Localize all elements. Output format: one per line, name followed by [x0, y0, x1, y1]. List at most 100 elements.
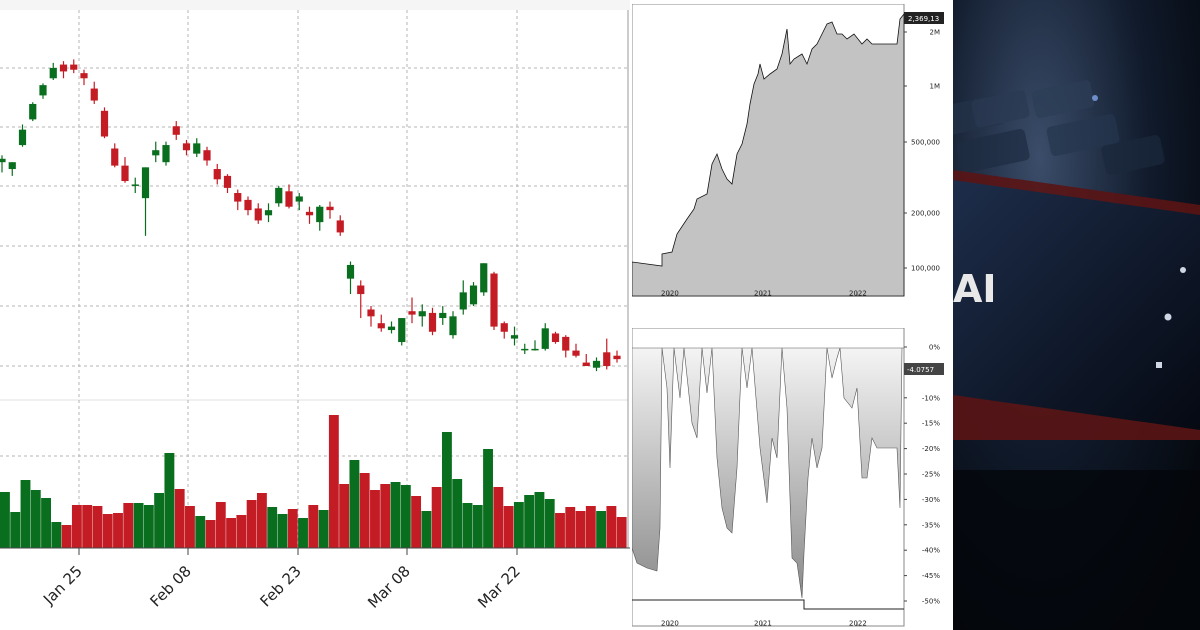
candle-body [18, 129, 27, 146]
equity-y-tick-label: 2M [930, 29, 941, 37]
candle-body [121, 165, 129, 182]
equity-last-value-box [904, 12, 944, 24]
candle-body [490, 273, 498, 327]
volume-bar [92, 506, 103, 548]
volume-bar [10, 512, 21, 548]
candle-body [223, 175, 232, 188]
candle-body [418, 311, 426, 317]
drawdown-y-tick-label: -45% [922, 572, 940, 580]
drawdown-y-tick-label: -15% [922, 420, 940, 428]
volume-bar [513, 502, 524, 548]
volume-bar [298, 518, 308, 548]
candle-body [162, 145, 170, 163]
drawdown-y-tick-label: -50% [922, 598, 940, 606]
candle-body [531, 348, 539, 351]
drawdown-y-tick-label: 0% [929, 344, 940, 352]
volume-bar [606, 506, 617, 548]
candle-body [459, 292, 467, 310]
volume-bar [349, 460, 360, 548]
candle-body [439, 312, 447, 319]
volume-bar [370, 490, 380, 548]
x-tick-label: Feb 08 [146, 562, 194, 610]
volume-bar [462, 503, 473, 548]
candle-body [295, 196, 303, 202]
volume-bar [380, 484, 391, 548]
candle-body [592, 360, 601, 368]
candle-body [244, 199, 252, 211]
volume-bar [555, 513, 565, 548]
volume-bar [164, 453, 175, 548]
volume-bar [277, 514, 288, 548]
candle-body [449, 316, 457, 336]
candle-body [131, 184, 139, 186]
candle-body [193, 143, 201, 154]
volume-bar [82, 505, 93, 548]
drawdown-y-tick-label: -25% [922, 471, 940, 479]
candles [0, 59, 621, 372]
volume-bar [585, 506, 596, 548]
candle-body [582, 362, 590, 366]
candle-body [29, 103, 37, 120]
keyboard-keys [953, 79, 1165, 175]
volume-bar [339, 484, 350, 548]
volume-bar [493, 487, 504, 548]
candle-body [521, 348, 529, 351]
ai-text: AI [953, 267, 997, 311]
volume-bar [421, 511, 432, 548]
equity-y-tick-label: 100,000 [911, 265, 940, 273]
volume-bar [133, 503, 144, 548]
volume-bar [616, 517, 627, 548]
candle-body [480, 263, 488, 293]
phone-dot-3 [1156, 362, 1162, 368]
volume-bar [596, 511, 607, 548]
volume-bar [524, 495, 535, 548]
drawdown-area [632, 347, 904, 599]
phone-dot-2 [1164, 313, 1172, 321]
volume-bar [256, 493, 267, 548]
candle-body [398, 318, 406, 343]
x-tick-label: Mar 22 [474, 562, 524, 612]
volume-bar [41, 498, 51, 548]
phone-dot-1 [1180, 267, 1186, 273]
phone-screen [953, 180, 1200, 430]
equity-y-tick-label: 200,000 [911, 210, 940, 218]
drawdown-y-tick-label: -35% [922, 521, 940, 529]
x-axis-ticks: Jan 25 Feb 08 Feb 23 Mar 08 Mar 22 [39, 548, 524, 612]
volume-bar [575, 511, 586, 548]
candle-body [49, 68, 57, 79]
candle-body [275, 187, 283, 204]
equity-y-ticks: 2M 1M 500,000 200,000 100,000 [904, 29, 940, 273]
volume-bar [534, 492, 545, 548]
candle-body [603, 352, 611, 366]
candle-body [572, 350, 580, 356]
volume-bar [51, 522, 62, 548]
x-tick-label: Feb 23 [256, 562, 304, 610]
volume-bar [143, 505, 154, 548]
volume-bar [20, 480, 31, 548]
equity-y-tick-label: 500,000 [911, 139, 940, 147]
volume-bar [472, 505, 483, 548]
candle-body [326, 206, 334, 211]
volume-bar [328, 415, 339, 548]
volume-bar [30, 490, 41, 548]
drawdown-y-tick-label: -10% [922, 394, 940, 402]
drawdown-x-tick-label: 2022 [849, 620, 867, 628]
drawdown-x-ticks: 2020 2021 2022 [661, 620, 867, 628]
candle-body [408, 311, 416, 315]
drawdown-y-tick-label: -30% [922, 496, 940, 504]
volume-bar [154, 493, 165, 548]
volume-bars [0, 415, 627, 548]
volume-bar [205, 520, 216, 548]
candle-body [182, 143, 191, 151]
volume-bar [123, 503, 134, 548]
candle-body [254, 208, 262, 221]
candle-body [367, 309, 375, 317]
volume-bar [441, 432, 452, 548]
candle-body [346, 264, 355, 279]
equity-x-tick-label: 2020 [661, 290, 679, 298]
candle-body [8, 162, 16, 170]
candle-body [203, 150, 211, 161]
candle-body [500, 323, 508, 332]
